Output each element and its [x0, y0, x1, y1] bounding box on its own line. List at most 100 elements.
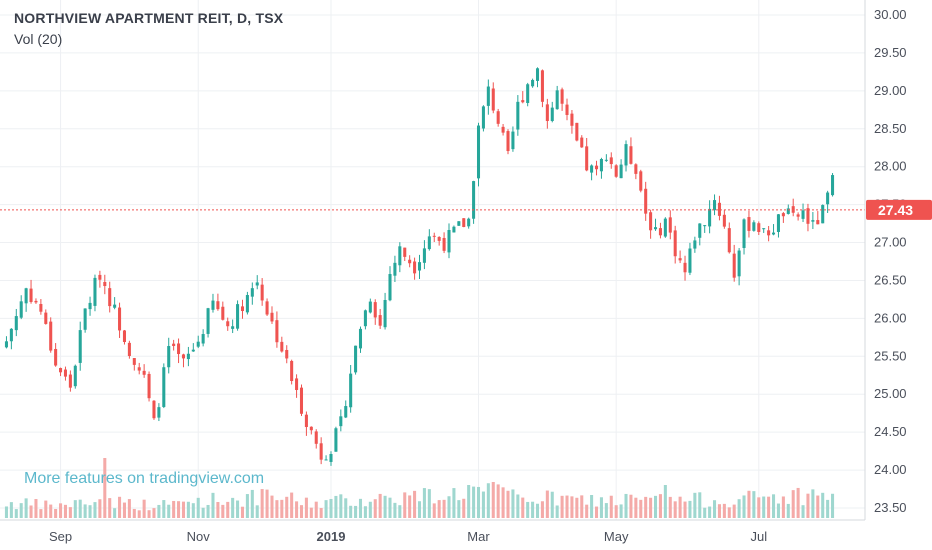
candle-body: [275, 320, 279, 343]
volume-bar: [221, 504, 225, 518]
volume-bar: [831, 493, 835, 518]
volume-bar: [275, 500, 279, 518]
candle-body: [19, 301, 23, 318]
candle-body: [644, 188, 648, 214]
volume-bar: [781, 496, 785, 518]
price-axis-label: 28.00: [874, 159, 907, 174]
price-axis-label: 26.00: [874, 310, 907, 325]
candle-body: [594, 165, 599, 170]
candle-body: [393, 262, 397, 276]
volume-bar: [570, 496, 574, 518]
candle-body: [245, 295, 249, 313]
volume-bar: [63, 504, 67, 518]
volume-bar: [658, 494, 662, 518]
volume-bar: [280, 499, 284, 518]
volume-bar: [506, 490, 510, 518]
volume-bar: [127, 499, 131, 518]
candle-body: [624, 144, 628, 166]
candle-body: [781, 213, 785, 217]
volume-bar: [19, 503, 23, 518]
time-axis-label: Sep: [49, 529, 72, 544]
volume-bar: [113, 508, 117, 518]
candle-body: [560, 89, 564, 104]
candle-body: [132, 358, 136, 365]
volume-bar: [334, 495, 338, 518]
candle-body: [619, 164, 623, 179]
volume-bar: [9, 502, 13, 518]
volume-bar: [216, 502, 220, 518]
candle-body: [811, 220, 815, 222]
volume-bar: [344, 498, 348, 518]
candle-body: [34, 300, 38, 303]
volume-bar: [614, 505, 618, 518]
volume-bar: [644, 496, 648, 518]
candle-body: [590, 165, 594, 173]
volume-bar: [776, 503, 780, 518]
volume-bar: [526, 501, 530, 518]
volume-bar: [501, 487, 505, 518]
volume-bar: [191, 503, 195, 518]
candle-body: [727, 228, 731, 253]
candle-body: [717, 202, 721, 216]
candle-body: [290, 360, 294, 381]
candle-body: [211, 300, 215, 310]
volume-bar: [442, 499, 446, 518]
volume-bar: [181, 501, 186, 518]
volume-bar: [226, 501, 230, 518]
volume-bar: [54, 508, 58, 518]
time-axis-label: 2019: [317, 529, 346, 544]
candle-body: [555, 90, 559, 110]
candle-body: [786, 208, 790, 214]
volume-bar: [358, 498, 363, 518]
candle-body: [678, 258, 682, 261]
candle-body: [403, 247, 407, 257]
volume-bar: [540, 501, 544, 518]
candle-body: [226, 321, 230, 327]
candle-body: [604, 159, 608, 161]
volume-bar: [59, 503, 63, 518]
price-axis-label: 23.50: [874, 500, 907, 515]
volume-bar: [472, 486, 476, 518]
volume-bar: [162, 500, 166, 518]
volume-bar: [491, 482, 495, 518]
volume-bar: [211, 492, 215, 518]
volume-bar: [206, 504, 210, 518]
chart-title: NORTHVIEW APARTMENT REIT, D, TSX: [14, 10, 284, 26]
volume-bar: [270, 495, 274, 518]
volume-bar: [314, 501, 318, 518]
candle-body: [162, 367, 166, 407]
price-axis-label: 27.00: [874, 235, 907, 250]
volume-bar: [186, 501, 190, 518]
candle-body: [373, 302, 377, 318]
candle-body: [186, 353, 190, 360]
candle-body: [304, 414, 308, 428]
candle-body: [521, 100, 525, 103]
volume-indicator-label[interactable]: Vol (20): [14, 31, 63, 47]
candle-body: [427, 236, 431, 250]
candle-body: [467, 218, 471, 227]
candle-body: [118, 307, 122, 331]
volume-bar: [826, 499, 830, 518]
time-axis-label: Jul: [750, 529, 767, 544]
volume-bar: [609, 495, 613, 518]
volume-bar: [44, 500, 48, 518]
price-axis-label: 26.50: [874, 272, 907, 287]
candle-body: [231, 326, 235, 329]
candle-body: [422, 248, 426, 263]
candle-body: [506, 131, 510, 152]
time-axis[interactable]: Sep Nov 2019 Mar May Jul: [49, 529, 767, 544]
candle-body: [206, 308, 210, 334]
candle-body: [806, 208, 810, 224]
volume-bar: [157, 504, 161, 518]
price-axis[interactable]: 23.50 24.00 24.50 25.00 25.50 26.00 26.50 27.00…: [874, 7, 907, 515]
volume-bar: [668, 496, 672, 518]
tradingview-watermark[interactable]: More features on tradingview.com: [24, 470, 265, 487]
candle-body: [137, 367, 141, 371]
volume-bar: [147, 510, 151, 518]
volume-bar: [324, 500, 328, 518]
volume-bar: [649, 497, 653, 518]
volume-bar: [481, 491, 485, 518]
volume-bar: [329, 498, 333, 518]
volume-bar: [83, 504, 87, 518]
